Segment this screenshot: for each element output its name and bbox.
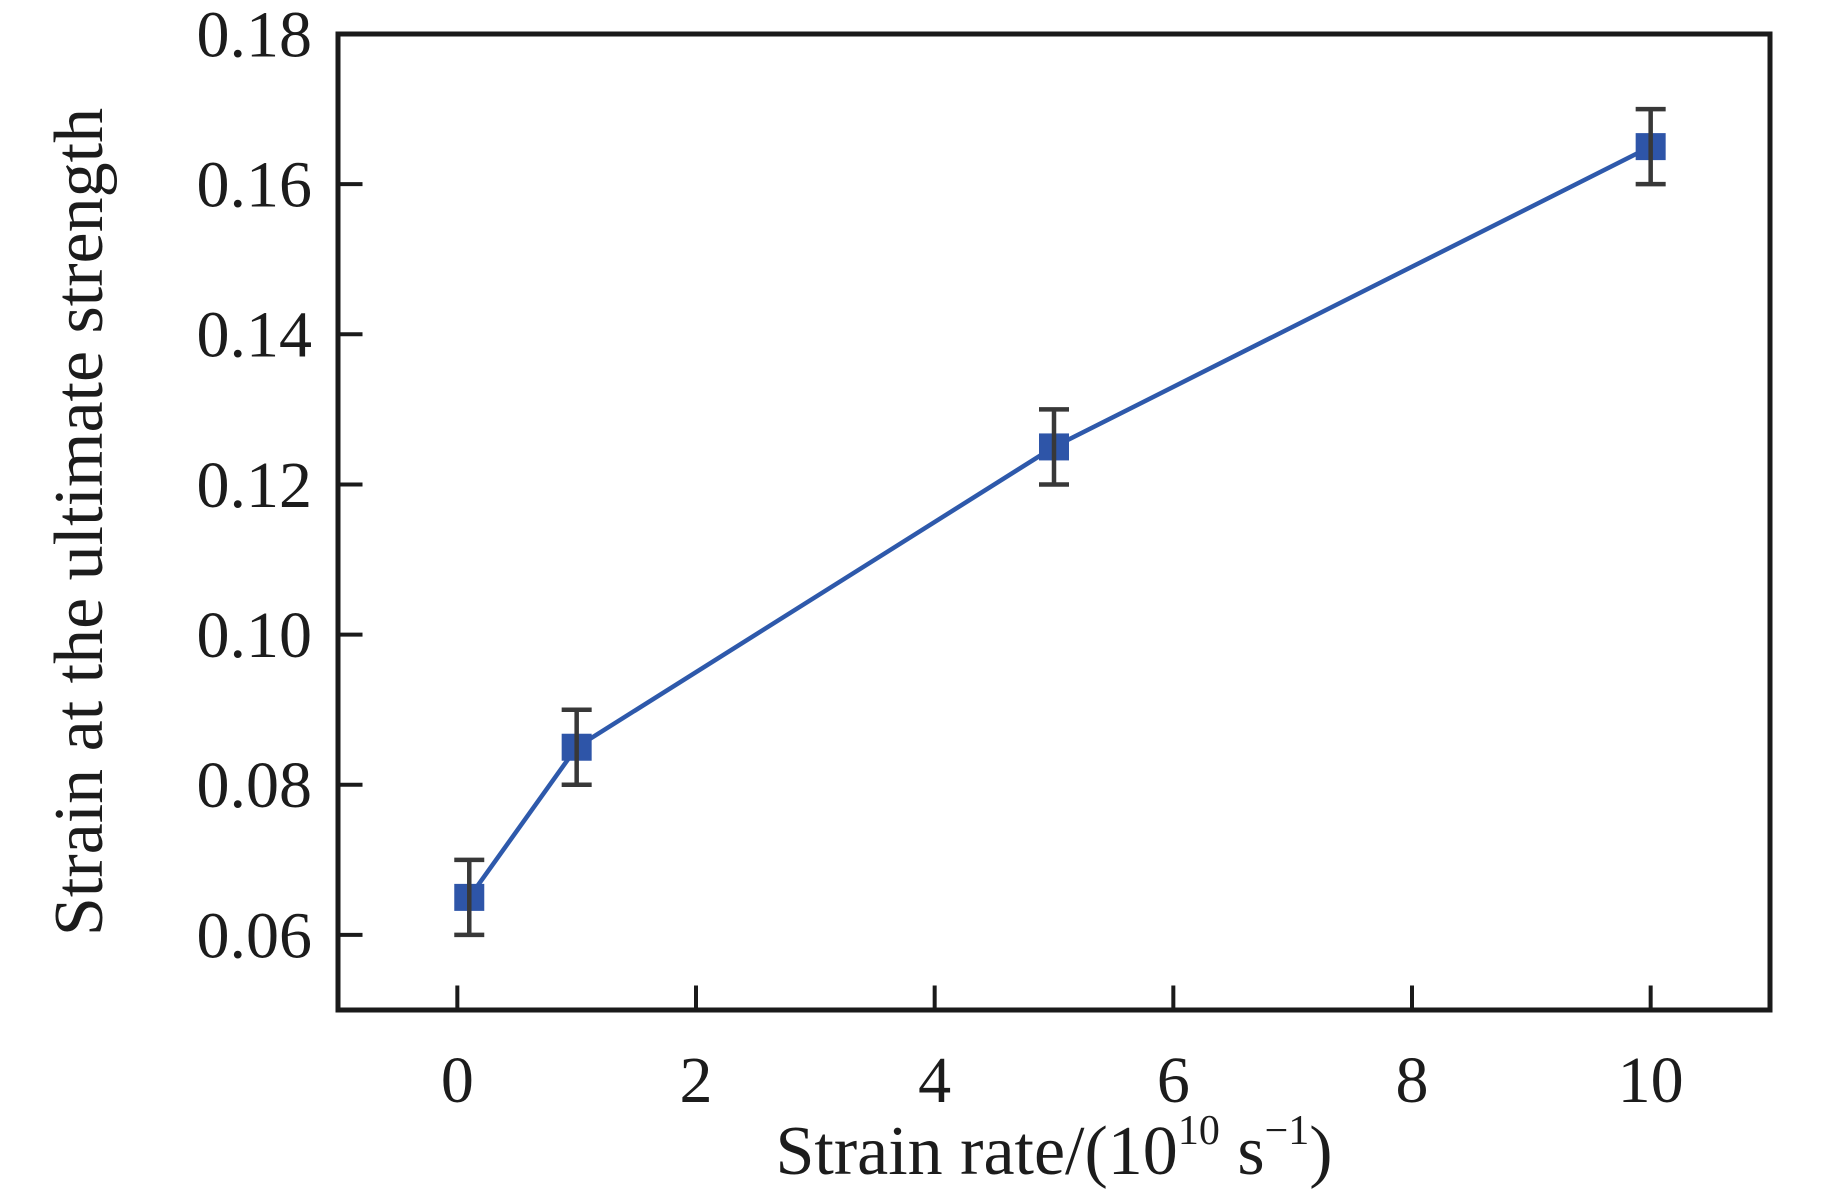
y-tick-label: 0.16	[197, 149, 313, 222]
plot-frame	[335, 31, 1773, 1013]
x-axis-title-text: Strain rate/(10	[775, 1113, 1177, 1190]
x-tick-label: 2	[680, 1044, 713, 1117]
y-axis-title: Strain at the ultimate strength	[41, 108, 118, 936]
y-tick-label: 0.18	[197, 0, 313, 71]
y-tick-label: 0.10	[197, 599, 313, 672]
x-tick-label: 6	[1157, 1044, 1190, 1117]
x-axis-title-superscript: 10	[1178, 1108, 1220, 1154]
x-tick-label: 4	[918, 1044, 951, 1117]
y-tick-label: 0.06	[197, 899, 313, 972]
x-axis-title-superscript: −1	[1265, 1108, 1310, 1154]
y-tick-label: 0.12	[197, 449, 313, 522]
y-tick-label: 0.14	[197, 299, 313, 372]
x-tick-label: 10	[1618, 1044, 1684, 1117]
x-axis-title: Strain rate/(1010 s−1)	[775, 1108, 1332, 1190]
x-axis-title-text: s	[1220, 1113, 1265, 1190]
x-tick-label: 0	[441, 1044, 474, 1117]
y-tick-label: 0.08	[197, 749, 313, 822]
data-line	[467, 144, 1652, 899]
x-axis-title-text: )	[1309, 1113, 1332, 1190]
x-tick-label: 8	[1396, 1044, 1429, 1117]
